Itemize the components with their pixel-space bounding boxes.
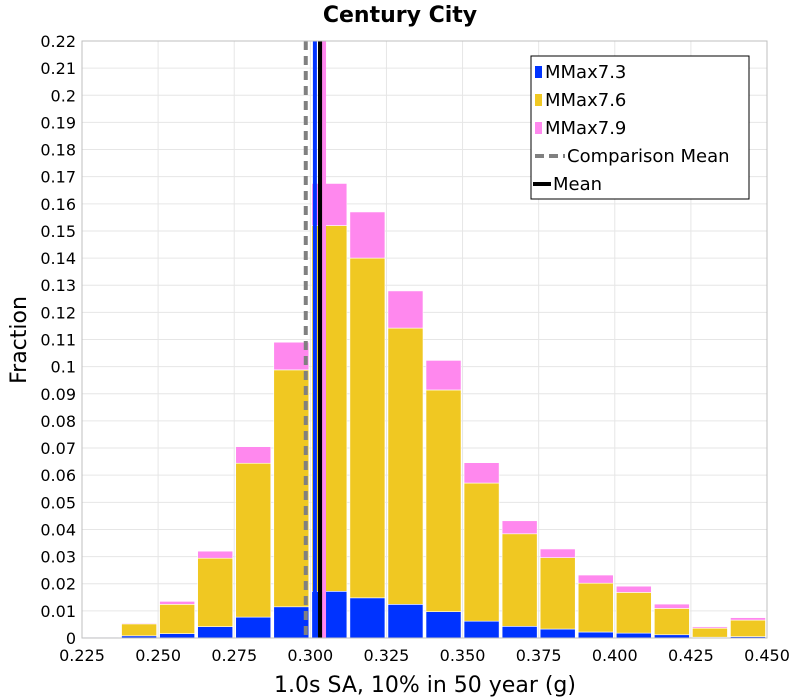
bar-mmax7-6 <box>539 557 576 630</box>
bar-mmax7-6 <box>387 327 424 605</box>
y-tick-label: 0.2 <box>51 86 76 105</box>
bar-mmax7-6 <box>425 389 462 612</box>
legend-label: MMax7.6 <box>545 90 626 111</box>
y-axis-label: Fraction <box>7 296 32 384</box>
bars <box>83 183 766 639</box>
y-tick-label: 0.16 <box>40 195 76 214</box>
bar-mmax7-3 <box>387 604 424 639</box>
y-tick-label: 0.18 <box>40 141 76 160</box>
y-tick-label: 0.19 <box>40 113 76 132</box>
bar-mmax7-9 <box>501 520 538 535</box>
legend-label: MMax7.9 <box>545 118 626 139</box>
axes: 0 0.01 0.02 0.03 0.04 0.05 0.06 0.07 0.08 0.09 0.1… <box>40 32 790 665</box>
bar-mmax7-6 <box>159 604 195 634</box>
bar-mmax7-9 <box>387 290 424 329</box>
y-tick-label: 0.12 <box>40 303 76 322</box>
bar-mmax7-3 <box>539 628 576 639</box>
bar-mmax7-9 <box>463 462 500 484</box>
y-tick-label: 0 <box>66 629 76 648</box>
y-tick-label: 0.05 <box>40 493 76 512</box>
bar-mmax7-6 <box>615 592 652 634</box>
y-tick-label: 0.01 <box>40 602 76 621</box>
y-tick-label: 0.11 <box>40 331 76 350</box>
bar-mmax7-6 <box>121 623 157 637</box>
bar-mmax7-6 <box>463 482 500 622</box>
y-tick-label: 0.22 <box>40 32 76 51</box>
bar-mmax7-3 <box>615 632 652 639</box>
bar-mmax7-9 <box>311 183 348 226</box>
x-tick-label: 0.275 <box>211 646 257 665</box>
plot-frame <box>81 40 768 639</box>
y-tick-label: 0.21 <box>40 59 76 78</box>
x-tick-label: 0.450 <box>744 646 790 665</box>
bar-mmax7-3 <box>425 611 462 639</box>
y-tick-label: 0.02 <box>40 575 76 594</box>
legend-label: Comparison Mean <box>567 146 730 167</box>
bar-mmax7-9 <box>425 360 462 391</box>
bar-mmax7-9 <box>349 211 386 259</box>
bar-mmax7-9 <box>121 622 157 625</box>
x-tick-label: 0.225 <box>59 646 105 665</box>
bar-mmax7-9 <box>197 550 234 559</box>
bar-mmax7-6 <box>197 557 234 627</box>
legend: MMax7.3 MMax7.6 MMax7.9 Comparison Mean Mean <box>530 55 750 200</box>
legend-box <box>530 55 750 200</box>
x-tick-label: 0.425 <box>668 646 714 665</box>
bar-mmax7-9 <box>539 548 576 558</box>
bar-mmax7-3 <box>577 631 614 639</box>
bar-mmax7-6 <box>692 627 728 638</box>
legend-label: Mean <box>553 174 602 195</box>
bar-mmax7-9 <box>577 574 614 584</box>
x-tick-label: 0.375 <box>516 646 562 665</box>
bar-mmax7-9 <box>235 446 272 464</box>
y-tick-label: 0.17 <box>40 168 76 187</box>
y-tick-label: 0.03 <box>40 548 76 567</box>
bar-mmax7-6 <box>235 462 272 618</box>
bar-mmax7-9 <box>615 585 652 593</box>
y-tick-label: 0.06 <box>40 466 76 485</box>
y-tick-label: 0.04 <box>40 520 76 539</box>
bar-mmax7-6 <box>273 369 310 608</box>
x-axis-label: 1.0s SA, 10% in 50 year (g) <box>274 673 576 698</box>
bar-mmax7-6 <box>730 619 766 637</box>
bar-mmax7-6 <box>349 257 386 599</box>
y-tick-label: 0.15 <box>40 222 76 241</box>
bar-mmax7-3 <box>273 606 310 639</box>
legend-swatch <box>535 66 542 78</box>
x-tick-label: 0.250 <box>135 646 181 665</box>
x-tick-label: 0.300 <box>287 646 333 665</box>
y-tick-label: 0.07 <box>40 439 76 458</box>
y-tick-label: 0.09 <box>40 385 76 404</box>
x-tick-label: 0.325 <box>364 646 410 665</box>
mean-lines <box>303 41 327 638</box>
y-tick-label: 0.14 <box>40 249 76 268</box>
bar-mmax7-3 <box>501 626 538 639</box>
bar-mmax7-9 <box>273 341 310 371</box>
bar-mmax7-3 <box>349 597 386 639</box>
y-tick-label: 0.08 <box>40 412 76 431</box>
bar-mmax7-6 <box>311 225 348 592</box>
bar-mmax7-3 <box>197 626 234 639</box>
bar-mmax7-6 <box>654 608 690 636</box>
x-tick-label: 0.400 <box>592 646 638 665</box>
bar-mmax7-6 <box>501 533 538 627</box>
bar-mmax7-3 <box>311 591 348 639</box>
chart-title: Century City <box>323 3 477 28</box>
bar-mmax7-9 <box>654 603 690 609</box>
bar-mmax7-9 <box>159 601 195 605</box>
bar-mmax7-3 <box>159 633 195 639</box>
y-tick-label: 0.13 <box>40 276 76 295</box>
bar-mmax7-6 <box>577 582 614 633</box>
x-tick-label: 0.350 <box>440 646 486 665</box>
y-tick-label: 0.1 <box>51 358 76 377</box>
legend-label: MMax7.3 <box>545 62 626 83</box>
bar-mmax7-9 <box>730 617 766 621</box>
legend-swatch <box>535 122 542 134</box>
bar-mmax7-9 <box>692 626 728 629</box>
bar-mmax7-3 <box>463 620 500 639</box>
legend-swatch <box>535 94 542 106</box>
bar-mmax7-3 <box>235 616 272 639</box>
